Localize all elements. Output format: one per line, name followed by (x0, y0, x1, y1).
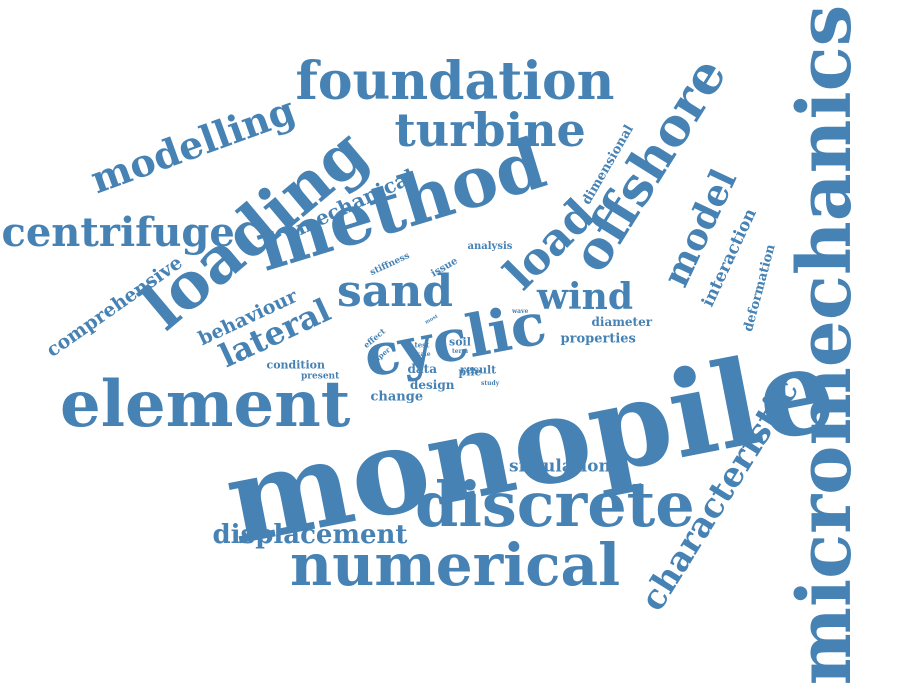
word-numerical: numerical (290, 531, 621, 599)
word-data: data (407, 362, 437, 376)
word-diameter: diameter (591, 315, 653, 329)
word-element: element (60, 367, 351, 442)
word-analysis: analysis (467, 241, 513, 252)
word-wind: wind (537, 276, 634, 318)
word-properties: properties (560, 331, 636, 347)
word-micromechanics: micromechanics (781, 4, 868, 686)
word-result: result (460, 363, 497, 377)
word-condition: condition (266, 358, 326, 372)
word-foundation: foundation (295, 51, 615, 112)
word-design: design (410, 378, 455, 392)
word-sand: sand (337, 266, 454, 317)
word-study: study (481, 380, 500, 387)
word-soil: soil (449, 335, 471, 349)
word-centrifuge: centrifuge (1, 209, 235, 256)
word-term: term (452, 348, 469, 355)
word-displacement: displacement (212, 520, 408, 550)
word-discrete: discrete (415, 468, 695, 541)
word-pile: pile (458, 365, 482, 379)
word-deformation: deformation (741, 242, 779, 334)
word-simulation: simulation (509, 456, 611, 477)
word-turbine: turbine (394, 103, 586, 157)
word-scale: scale (413, 351, 431, 358)
word-wave: wave (512, 308, 529, 315)
word-change: change (370, 389, 424, 405)
word-present: present (301, 371, 340, 382)
word-test: test (414, 340, 430, 350)
